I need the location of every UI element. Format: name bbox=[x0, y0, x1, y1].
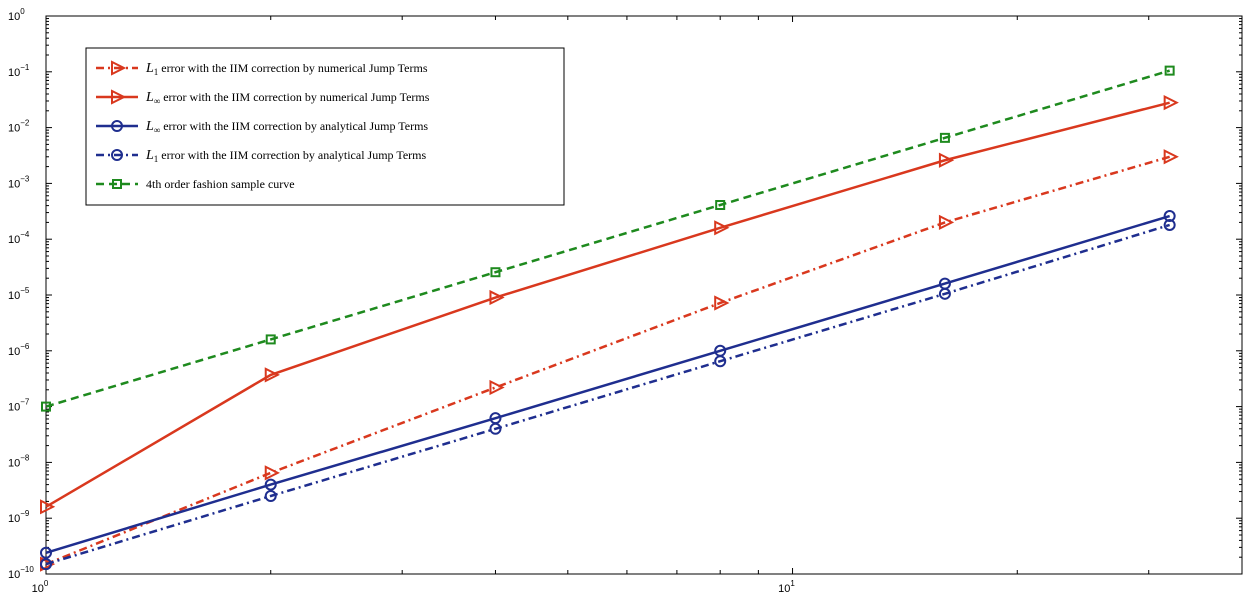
y-tick-label: 10−4 bbox=[8, 230, 30, 246]
legend: L1 error with the IIM correction by nume… bbox=[85, 47, 565, 206]
data-point bbox=[489, 379, 505, 396]
series-4 bbox=[41, 65, 1175, 412]
data-point bbox=[715, 200, 726, 211]
data-point bbox=[40, 546, 52, 559]
legend-marker bbox=[112, 179, 122, 189]
data-point bbox=[1164, 65, 1175, 76]
series-1 bbox=[40, 95, 1179, 515]
series-line bbox=[45, 214, 1171, 554]
y-tick-label: 10−3 bbox=[8, 174, 30, 190]
data-point bbox=[714, 220, 730, 236]
data-point bbox=[489, 422, 502, 435]
y-tick-label: 10−8 bbox=[8, 453, 30, 469]
legend-marker bbox=[111, 120, 123, 132]
data-point bbox=[264, 465, 280, 481]
data-point bbox=[1163, 149, 1179, 165]
series-3 bbox=[40, 218, 1176, 571]
data-point bbox=[1163, 95, 1179, 111]
y-tick-label: 10−10 bbox=[8, 565, 34, 581]
series-0 bbox=[40, 149, 1179, 572]
y-tick-label: 10−6 bbox=[8, 342, 30, 358]
legend-item: L1 error with the IIM correction by nume… bbox=[96, 60, 428, 77]
data-point bbox=[265, 334, 276, 345]
data-point bbox=[939, 132, 950, 143]
legend-item: L∞ error with the IIM correction by anal… bbox=[96, 119, 428, 135]
legend-label: L∞ error with the IIM correction by nume… bbox=[145, 90, 430, 106]
series-line bbox=[45, 101, 1170, 508]
y-tick-label: 100 bbox=[8, 7, 25, 23]
axis-ticks: 100 101 10−10 10−9 10−8 10−7 10−6 10−5 10−4 10−3 1… bbox=[8, 7, 1243, 595]
legend-item: L1 error with the IIM correction by anal… bbox=[96, 148, 426, 164]
data-point bbox=[1163, 210, 1176, 223]
series-group bbox=[40, 65, 1179, 572]
data-point bbox=[264, 367, 280, 383]
data-point bbox=[714, 355, 727, 368]
data-point bbox=[490, 267, 501, 278]
data-point bbox=[489, 289, 505, 306]
data-point bbox=[938, 152, 955, 168]
x-tick-label: 100 bbox=[32, 579, 49, 595]
data-point bbox=[264, 478, 277, 491]
y-tick-label: 10−2 bbox=[8, 119, 30, 135]
y-tick-label: 10−9 bbox=[8, 509, 30, 525]
data-point bbox=[938, 287, 951, 300]
legend-label: L∞ error with the IIM correction by anal… bbox=[145, 119, 428, 135]
legend-marker bbox=[111, 149, 123, 161]
data-point bbox=[714, 295, 730, 311]
data-point bbox=[40, 558, 52, 571]
legend-marker bbox=[111, 89, 127, 105]
legend-label: L1 error with the IIM correction by nume… bbox=[145, 61, 428, 77]
y-tick-label: 10−5 bbox=[8, 286, 30, 302]
data-point bbox=[41, 401, 51, 412]
legend-item: L∞ error with the IIM correction by nume… bbox=[96, 89, 430, 106]
legend-marker bbox=[111, 60, 127, 76]
series-line bbox=[45, 223, 1171, 566]
x-tick-label: 101 bbox=[778, 579, 795, 595]
series-line bbox=[45, 155, 1171, 566]
y-tick-label: 10−7 bbox=[8, 398, 30, 414]
legend-box bbox=[85, 47, 565, 206]
data-point bbox=[1163, 218, 1176, 231]
legend-item: 4th order fashion sample curve bbox=[96, 177, 295, 191]
data-point bbox=[938, 214, 955, 231]
legend-label: L1 error with the IIM correction by anal… bbox=[145, 148, 426, 164]
y-tick-label: 10−1 bbox=[8, 63, 30, 79]
series-line bbox=[45, 69, 1171, 408]
legend-label: 4th order fashion sample curve bbox=[146, 177, 295, 191]
data-point bbox=[40, 499, 56, 515]
data-point bbox=[264, 489, 277, 502]
